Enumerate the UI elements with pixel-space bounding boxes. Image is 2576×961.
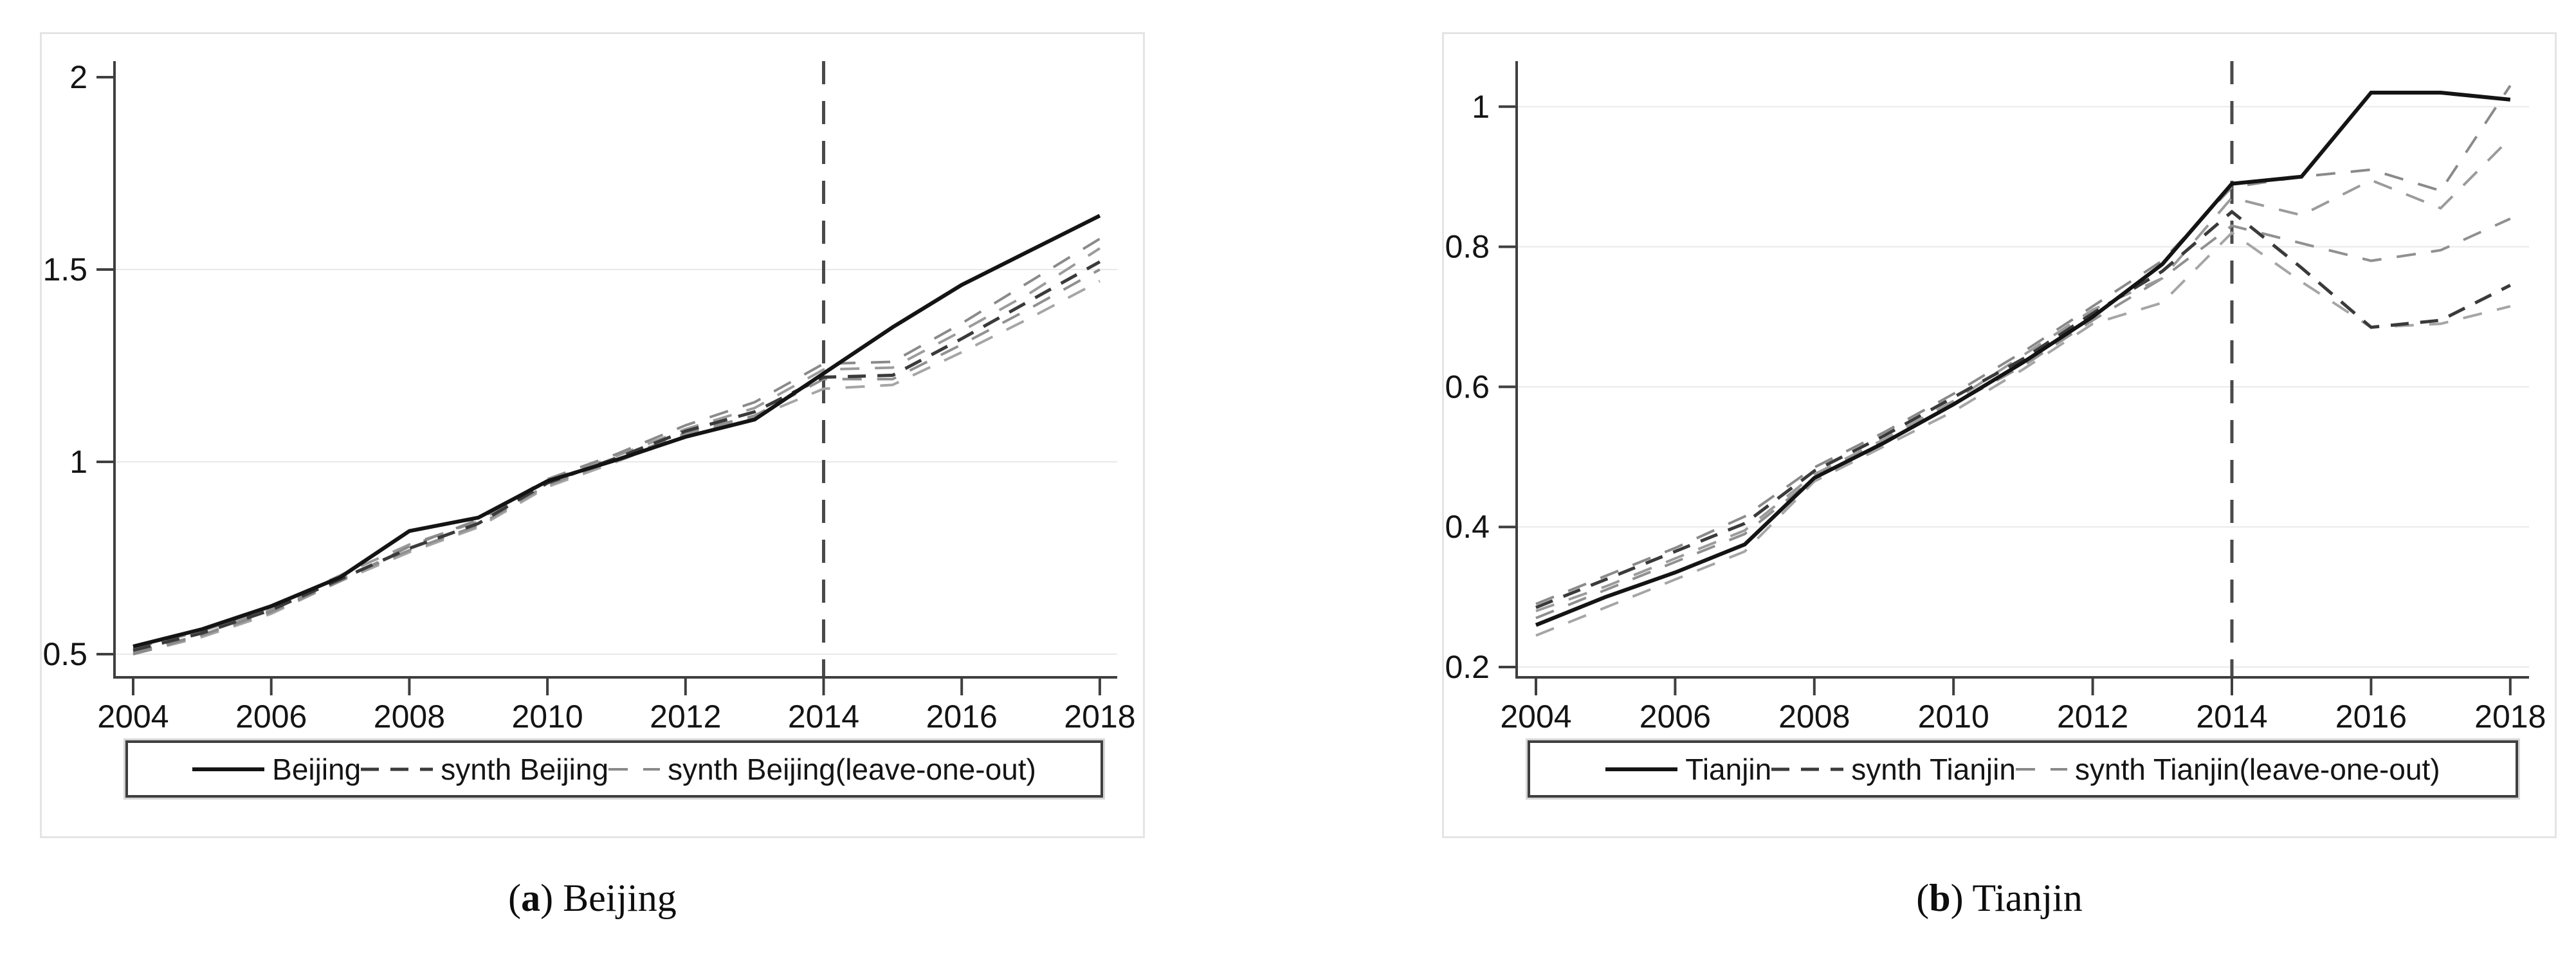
caption-a-letter: a — [521, 877, 541, 919]
tianjin-series-dashed-2 — [1535, 84, 2512, 605]
tianjin-series-dashed-4 — [1535, 217, 2511, 619]
legend-line-glyph — [2015, 767, 2067, 771]
beijing-y-tick-label: 2 — [69, 59, 87, 95]
legend-line-glyph — [1605, 767, 1678, 771]
tianjin-series-dashed-5 — [1535, 231, 2511, 637]
legend-label: Beijing — [272, 752, 361, 786]
beijing-x-tick-label: 2016 — [926, 699, 998, 735]
legend-label: Tianjin — [1685, 752, 1772, 786]
tianjin-legend: Tianjin synth Tianjin synth Tianjin(leave-… — [1528, 740, 2518, 798]
caption-a-label: Beijing — [563, 877, 677, 919]
beijing-x-tick-label: 2008 — [374, 699, 445, 735]
legend-line-glyph — [192, 767, 265, 771]
tianjin-y-tick-label: 1 — [1472, 89, 1490, 125]
beijing-x-tick-label: 2014 — [788, 699, 859, 735]
beijing-x-tick-label: 2004 — [97, 699, 169, 735]
tianjin-series-dashed-1 — [1535, 209, 2511, 609]
tianjin-x-tick-label: 2012 — [2057, 699, 2128, 735]
tianjin-y-tick-label: 0.6 — [1445, 369, 1490, 405]
tianjin-x-tick-label: 2010 — [1918, 699, 1989, 735]
caption-a-close: ) — [540, 877, 563, 919]
beijing-x-tick-label: 2012 — [650, 699, 721, 735]
dashed-line-sample-icon — [608, 763, 661, 776]
beijing-x-tick-label: 2018 — [1064, 699, 1135, 735]
legend-line-glyph — [361, 767, 434, 771]
tianjin-x-tick-label: 2018 — [2474, 699, 2546, 735]
beijing-y-tick-label: 0.5 — [42, 636, 87, 672]
solid-line-sample-icon — [192, 763, 265, 776]
beijing-series-solid-0 — [132, 214, 1101, 648]
caption-b-letter: b — [1929, 877, 1951, 919]
tianjin-chart-panel — [1442, 32, 2557, 838]
beijing-chart-panel — [40, 32, 1145, 838]
tianjin-series-dashed-3 — [1535, 137, 2512, 612]
caption-b-open: ( — [1916, 877, 1930, 919]
tianjin-x-tick-label: 2008 — [1778, 699, 1850, 735]
tianjin-y-tick-label: 0.2 — [1445, 649, 1490, 685]
caption-b-label: Tianjin — [1972, 877, 2083, 919]
beijing-y-tick-label: 1 — [69, 444, 87, 480]
beijing-series-dashed-1 — [132, 260, 1101, 652]
solid-line-sample-icon — [1605, 763, 1678, 776]
dashed-line-sample-icon — [2015, 763, 2067, 776]
tianjin-y-tick-label: 0.8 — [1445, 229, 1490, 265]
tianjin-x-tick-label: 2016 — [2335, 699, 2407, 735]
legend-line-glyph — [1771, 767, 1844, 771]
beijing-x-tick-label: 2006 — [235, 699, 307, 735]
tianjin-x-tick-label: 2004 — [1500, 699, 1571, 735]
beijing-series-dashed-3 — [132, 247, 1101, 650]
legend-label: synth Beijing — [441, 752, 609, 786]
caption-b-close: ) — [1950, 877, 1973, 919]
beijing-y-tick-label: 1.5 — [42, 252, 87, 288]
legend-line-glyph — [608, 767, 661, 771]
dashed-line-sample-icon — [361, 763, 434, 776]
beijing-series-dashed-5 — [132, 280, 1101, 655]
legend-label: synth Tianjin — [1851, 752, 2016, 786]
beijing-legend: Beijing synth Beijing synth Beijing(leave-… — [125, 740, 1103, 798]
legend-label: synth Tianjin(leave-one-out) — [2074, 752, 2440, 786]
tianjin-series-solid-0 — [1535, 91, 2511, 627]
caption-tianjin: (b) Tianjin — [1442, 876, 2557, 947]
tianjin-x-tick-label: 2014 — [2196, 699, 2267, 735]
beijing-series-dashed-2 — [132, 237, 1101, 655]
dashed-line-sample-icon — [1771, 763, 1844, 776]
tianjin-y-tick-label: 0.4 — [1445, 509, 1490, 545]
caption-beijing: (a) Beijing — [40, 876, 1145, 947]
tianjin-x-tick-label: 2006 — [1640, 699, 1711, 735]
legend-label: synth Beijing(leave-one-out) — [668, 752, 1036, 786]
caption-a-open: ( — [508, 877, 522, 919]
beijing-x-tick-label: 2010 — [511, 699, 583, 735]
